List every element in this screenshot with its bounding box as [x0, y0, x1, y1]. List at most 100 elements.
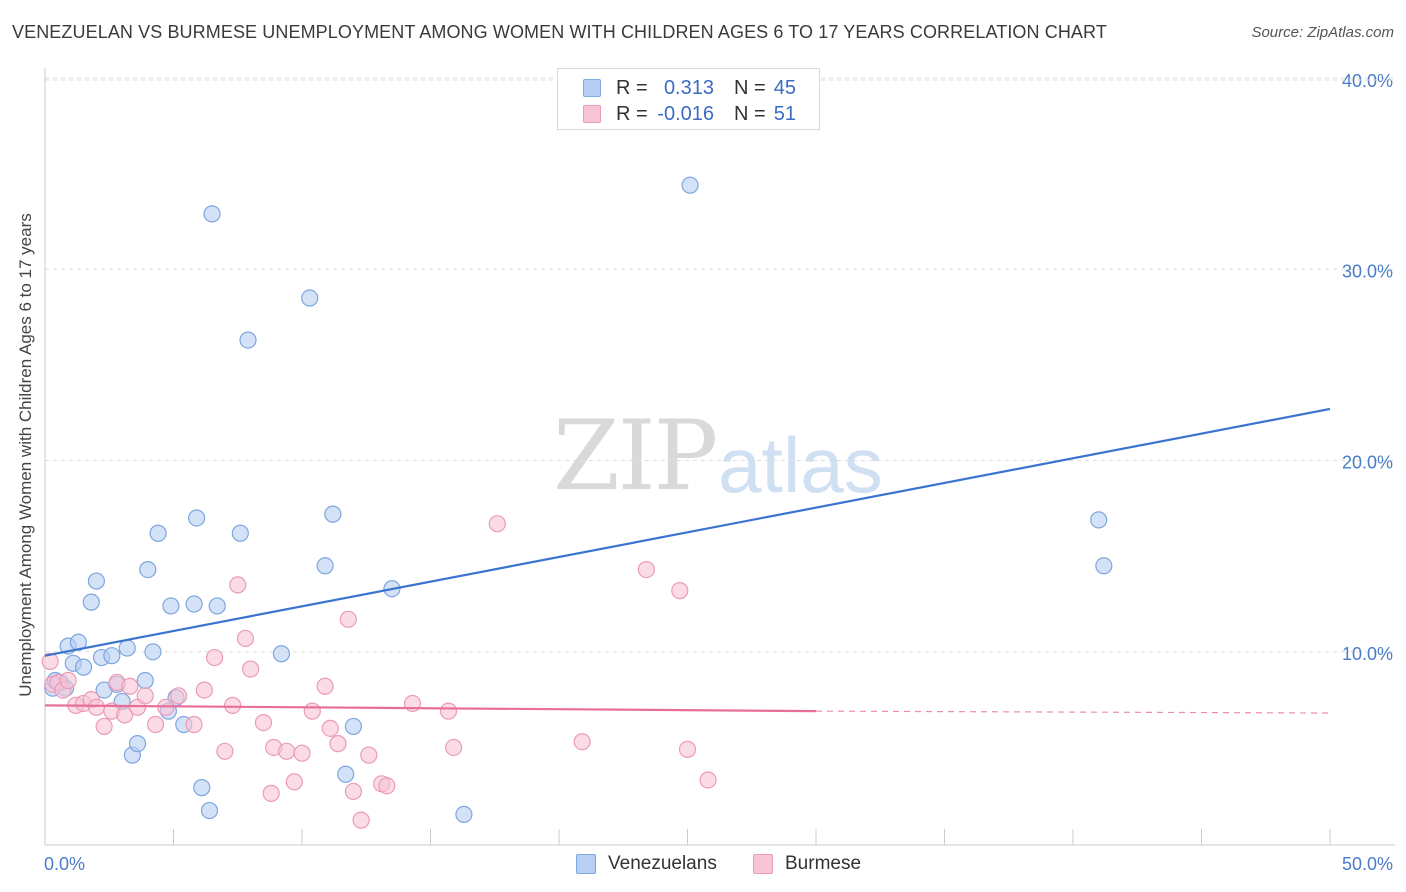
venezuelan-point — [337, 765, 355, 783]
burmese-point — [360, 746, 378, 764]
venezuelan-point — [128, 735, 147, 753]
venezuelan-point — [203, 205, 221, 223]
watermark-zip: ZIP — [553, 400, 718, 512]
burmese-point — [378, 777, 396, 795]
burmese-point — [185, 715, 203, 734]
legend-row-burmese: R = -0.016 N = 51 — [558, 101, 819, 128]
legend-swatch-venezuelans — [576, 854, 596, 874]
venezuelan-trend-line — [44, 407, 1331, 657]
burmese-point — [216, 742, 234, 760]
venezuelan-point — [149, 524, 167, 542]
burmese-point — [321, 719, 339, 737]
venezuelan-point — [316, 557, 334, 575]
venezuelan-point — [185, 595, 203, 613]
burmese-point — [95, 717, 113, 736]
legend-swatch-venezuelans — [583, 79, 601, 97]
burmese-point — [195, 681, 213, 699]
source-label: Source: ZipAtlas.com — [1251, 24, 1394, 41]
burmese-trend-line — [44, 704, 817, 713]
burmese-point — [316, 677, 334, 695]
venezuelan-point — [324, 505, 342, 523]
burmese-point — [344, 782, 362, 801]
burmese-point — [146, 715, 165, 734]
venezuelan-point — [188, 509, 206, 527]
venezuelan-point — [301, 289, 319, 307]
burmese-point — [671, 582, 689, 600]
burmese-point — [170, 687, 188, 705]
venezuelan-point — [344, 717, 362, 736]
chart-title: VENEZUELAN VS BURMESE UNEMPLOYMENT AMONG… — [12, 22, 1107, 42]
venezuelan-point — [139, 560, 157, 579]
burmese-point — [41, 652, 59, 671]
burmese-point — [121, 677, 139, 695]
venezuelan-point — [118, 639, 136, 657]
burmese-point — [488, 515, 506, 533]
burmese-point — [637, 560, 655, 579]
burmese-trend-extension — [815, 710, 1331, 714]
venezuelan-point — [455, 805, 473, 824]
venezuelan-point — [681, 176, 699, 194]
burmese-point — [293, 744, 311, 762]
burmese-point — [87, 698, 106, 716]
burmese-point — [285, 773, 303, 791]
venezuelan-point — [193, 779, 211, 797]
burmese-point — [206, 648, 224, 667]
burmese-point — [329, 735, 347, 753]
venezuelan-point — [162, 597, 180, 615]
watermark-atlas: atlas — [718, 421, 883, 509]
legend-row-venezuelans: R = 0.313 N = 45 — [558, 75, 819, 102]
venezuelan-point — [200, 801, 219, 820]
legend-r-value: -0.016 — [657, 103, 714, 125]
burmese-point — [439, 702, 458, 720]
venezuelan-point — [136, 671, 154, 690]
legend-n-label: N = — [734, 103, 766, 125]
y-tick-label: 30.0% — [1342, 261, 1393, 281]
legend-r-label: R = — [616, 103, 648, 125]
venezuelan-point — [231, 524, 249, 542]
y-axis-label: Unemployment Among Women with Children A… — [16, 213, 35, 697]
venezuelan-point — [272, 645, 291, 663]
venezuelan-point — [82, 593, 100, 611]
correlation-legend: R = 0.313 N = 45 R = -0.016 N = 51 — [557, 68, 820, 130]
legend-swatch-burmese — [583, 105, 601, 123]
y-tick-label: 20.0% — [1342, 453, 1393, 473]
venezuelan-point — [74, 658, 93, 676]
venezuelan-point — [103, 647, 121, 665]
burmese-point — [339, 610, 357, 628]
burmese-point — [573, 733, 591, 751]
venezuelan-point — [1095, 557, 1113, 575]
burmese-point — [254, 713, 273, 732]
burmese-point — [678, 740, 697, 758]
burmese-point — [59, 671, 77, 690]
venezuelan-point — [1090, 511, 1108, 529]
venezuelan-point — [144, 643, 162, 661]
legend-label-burmese: Burmese — [785, 853, 862, 874]
legend-swatch-burmese — [753, 854, 773, 874]
legend-n-label: N = — [734, 77, 766, 99]
x-tick-label-max: 50.0% — [1342, 854, 1393, 874]
burmese-point — [445, 738, 463, 757]
burmese-point — [303, 702, 321, 720]
burmese-point — [699, 771, 717, 789]
y-tick-label: 10.0% — [1342, 644, 1393, 664]
burmese-point — [352, 811, 370, 829]
y-tick-label: 40.0% — [1342, 71, 1393, 91]
x-tick-label-min: 0.0% — [44, 854, 85, 874]
burmese-point — [224, 696, 242, 714]
legend-n-value: 45 — [773, 77, 796, 99]
burmese-point — [262, 784, 280, 802]
legend-n-value: 51 — [773, 103, 796, 125]
legend-r-value: 0.313 — [663, 77, 714, 99]
burmese-point — [236, 629, 255, 648]
venezuelan-point — [208, 597, 226, 615]
legend-r-label: R = — [616, 77, 648, 99]
series-legend: Venezuelans Burmese — [0, 852, 1406, 878]
venezuelan-point — [239, 331, 257, 349]
venezuelan-point — [87, 572, 106, 590]
burmese-point — [136, 687, 154, 705]
legend-label-venezuelans: Venezuelans — [608, 853, 717, 874]
burmese-point — [277, 742, 296, 760]
burmese-point — [242, 660, 260, 678]
burmese-point — [229, 576, 247, 594]
